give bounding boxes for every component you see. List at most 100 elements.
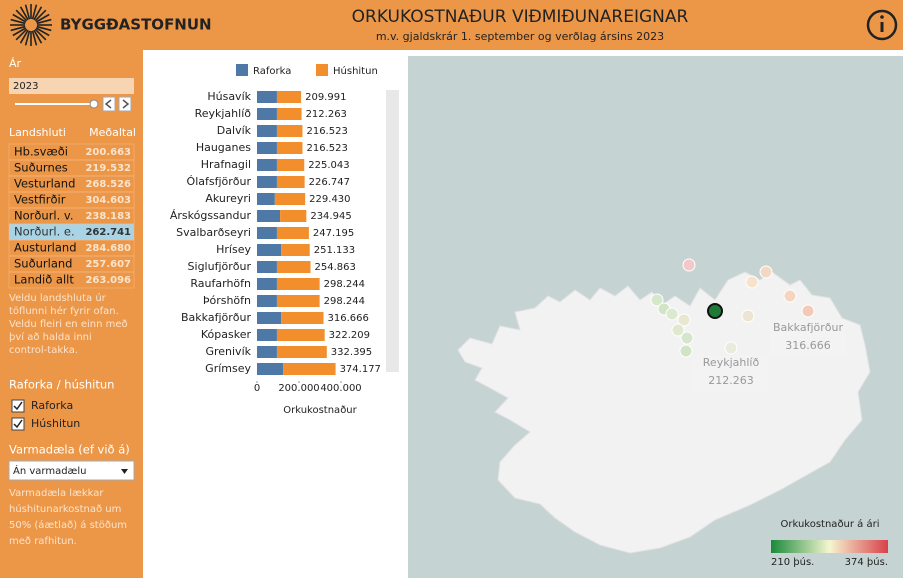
bar-segment (257, 261, 277, 273)
instruction-line: control-takka. (9, 345, 78, 356)
bar-segment (276, 227, 309, 239)
scrollbar[interactable] (386, 90, 399, 372)
map-label-value: 212.263 (708, 374, 754, 387)
logo-ray (19, 6, 29, 21)
instruction-line: Veldu fleiri en einn með (9, 319, 128, 330)
bar-segment (257, 91, 277, 103)
map-dot[interactable] (759, 265, 773, 279)
region-value: 268.526 (85, 179, 131, 190)
bar-segment (257, 346, 277, 358)
logo-ray (36, 18, 52, 25)
category-label: Raufarhöfn (190, 277, 251, 290)
region-row[interactable] (8, 271, 135, 289)
total-label: 298.244 (324, 296, 365, 307)
logo-ray (36, 25, 52, 32)
map-dot[interactable] (679, 344, 693, 358)
x-tick-label: 0 (254, 383, 260, 394)
bar-segment (257, 227, 277, 239)
total-label: 374.177 (340, 364, 381, 375)
map-dot[interactable] (745, 275, 759, 289)
iceland-outline (457, 271, 871, 554)
logo-ray (34, 28, 47, 41)
checkbox-group: Raforka Húshitun (11, 399, 80, 431)
map-label-name: Bakkafjörður (773, 321, 843, 334)
logo-ray (31, 30, 38, 46)
region-value: 238.183 (85, 211, 131, 222)
map: Bakkafjörður 316.666 Reykjahlíð 212.263 (457, 258, 871, 554)
logo-ray (24, 4, 31, 20)
logo-ray (10, 18, 26, 25)
bar-segment (276, 159, 305, 171)
category-label: Ólafsfjörður (187, 175, 252, 188)
logo-ray (24, 30, 31, 46)
map-dot[interactable] (741, 309, 755, 323)
logo-ray (34, 9, 47, 22)
map-dot[interactable] (671, 323, 685, 337)
map-dot[interactable] (665, 307, 679, 321)
bar-segment (276, 329, 325, 341)
year-value: 2023 (13, 81, 38, 92)
category-label: Húsavík (207, 90, 251, 103)
bar-segment (276, 346, 327, 358)
note-line: með rafhitun. (9, 536, 77, 547)
map-dot[interactable] (682, 258, 696, 272)
logo-ray (35, 13, 50, 23)
bar-segment (257, 176, 277, 188)
prev-button[interactable] (102, 96, 116, 112)
header-band (0, 0, 903, 50)
map-dot[interactable] (677, 313, 691, 327)
logo-ray (15, 28, 28, 41)
note-line: húshitunarkostnað um (9, 503, 121, 515)
prev-icon (104, 99, 112, 109)
bar-segment (257, 125, 277, 137)
year-input[interactable] (9, 78, 134, 94)
bar-segment (280, 210, 307, 222)
logo-ray (31, 4, 38, 20)
bar-segment (257, 108, 277, 120)
legend-label: Húshitun (333, 65, 378, 77)
map-dot[interactable] (650, 293, 664, 307)
logo-ray (15, 9, 28, 22)
bar-segment (257, 193, 275, 205)
year-slider-thumb[interactable] (89, 99, 99, 109)
region-name: Landið allt (14, 273, 74, 287)
logo-ray (19, 29, 29, 44)
bar-segment (257, 295, 277, 307)
logo-ray (10, 25, 26, 32)
checkbox[interactable] (11, 399, 25, 413)
map-dot[interactable] (680, 331, 694, 345)
checkbox-label: Húshitun (31, 417, 80, 430)
bar-segment (276, 261, 311, 273)
bar-segment (257, 159, 277, 171)
next-button[interactable] (118, 96, 132, 112)
heatpump-title: Varmadæla (ef við á) (9, 443, 130, 457)
total-label: 298.244 (324, 279, 365, 290)
filter-title: Raforka / húshitun (9, 378, 114, 392)
info-button[interactable] (866, 9, 898, 41)
map-dot-selected[interactable] (707, 303, 723, 319)
logo-text: BYGGÐASTOFNUN (60, 16, 212, 34)
heatpump-dropdown[interactable] (8, 460, 135, 481)
info-glyph-dot (880, 15, 884, 19)
map-dot[interactable] (724, 341, 738, 355)
region-name: Suðurland (14, 257, 72, 271)
logo-icon (10, 4, 52, 46)
bar-segment (276, 108, 302, 120)
subtitle: m.v. gjaldskrár 1. september og verðlag … (376, 30, 664, 43)
bar-segment (281, 244, 310, 256)
total-label: 332.395 (331, 347, 372, 358)
checkmark (13, 401, 23, 411)
checkbox[interactable] (11, 417, 25, 431)
total-label: 247.195 (313, 228, 354, 239)
x-tick-label: 400.000 (320, 383, 361, 394)
region-name: Vesturland (14, 177, 75, 191)
category-label: Árskógssandur (170, 209, 252, 222)
map-dot[interactable] (801, 304, 815, 318)
map-label-name: Reykjahlíð (703, 356, 760, 369)
total-label: 225.043 (308, 160, 349, 171)
map-dot[interactable] (783, 289, 797, 303)
region-value: 262.741 (85, 227, 131, 238)
region-value: 257.607 (85, 259, 131, 270)
